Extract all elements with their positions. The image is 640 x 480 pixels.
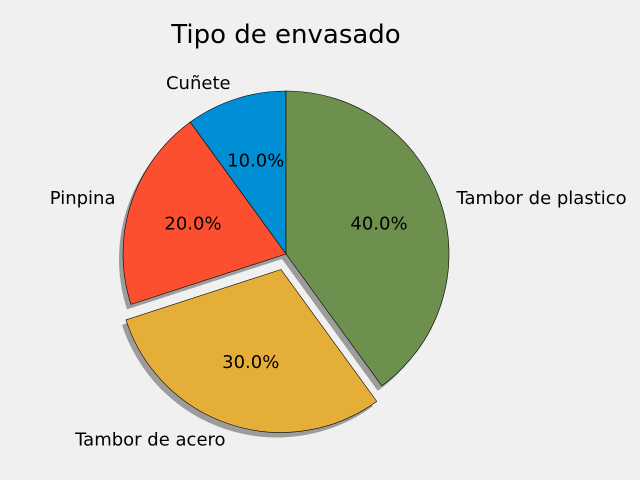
pie-percent-label-tambor-de-plastico: 40.0%: [350, 213, 407, 234]
pie-category-label-tambor-de-acero: Tambor de acero: [74, 430, 225, 451]
pie-percent-label-cunete: 10.0%: [227, 150, 284, 171]
pie-percent-label-pinpina: 20.0%: [164, 213, 221, 234]
pie-slice-tambor-de-acero: [125, 269, 378, 433]
pie-slice-pinpina: [122, 121, 287, 305]
pie-slice-cunete: [189, 90, 287, 255]
pie-category-label-cunete: Cuñete: [166, 73, 231, 94]
pie-slice-tambor-de-plastico: [285, 90, 450, 387]
pie-category-label-pinpina: Pinpina: [50, 188, 116, 209]
pie-percent-label-tambor-de-acero: 30.0%: [222, 352, 279, 373]
pie-category-label-tambor-de-plastico: Tambor de plastico: [456, 188, 627, 209]
chart-title: Tipo de envasado: [170, 20, 400, 50]
